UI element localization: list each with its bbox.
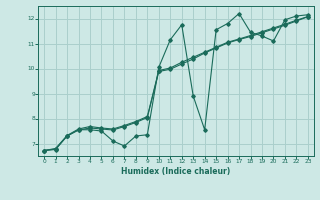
- X-axis label: Humidex (Indice chaleur): Humidex (Indice chaleur): [121, 167, 231, 176]
